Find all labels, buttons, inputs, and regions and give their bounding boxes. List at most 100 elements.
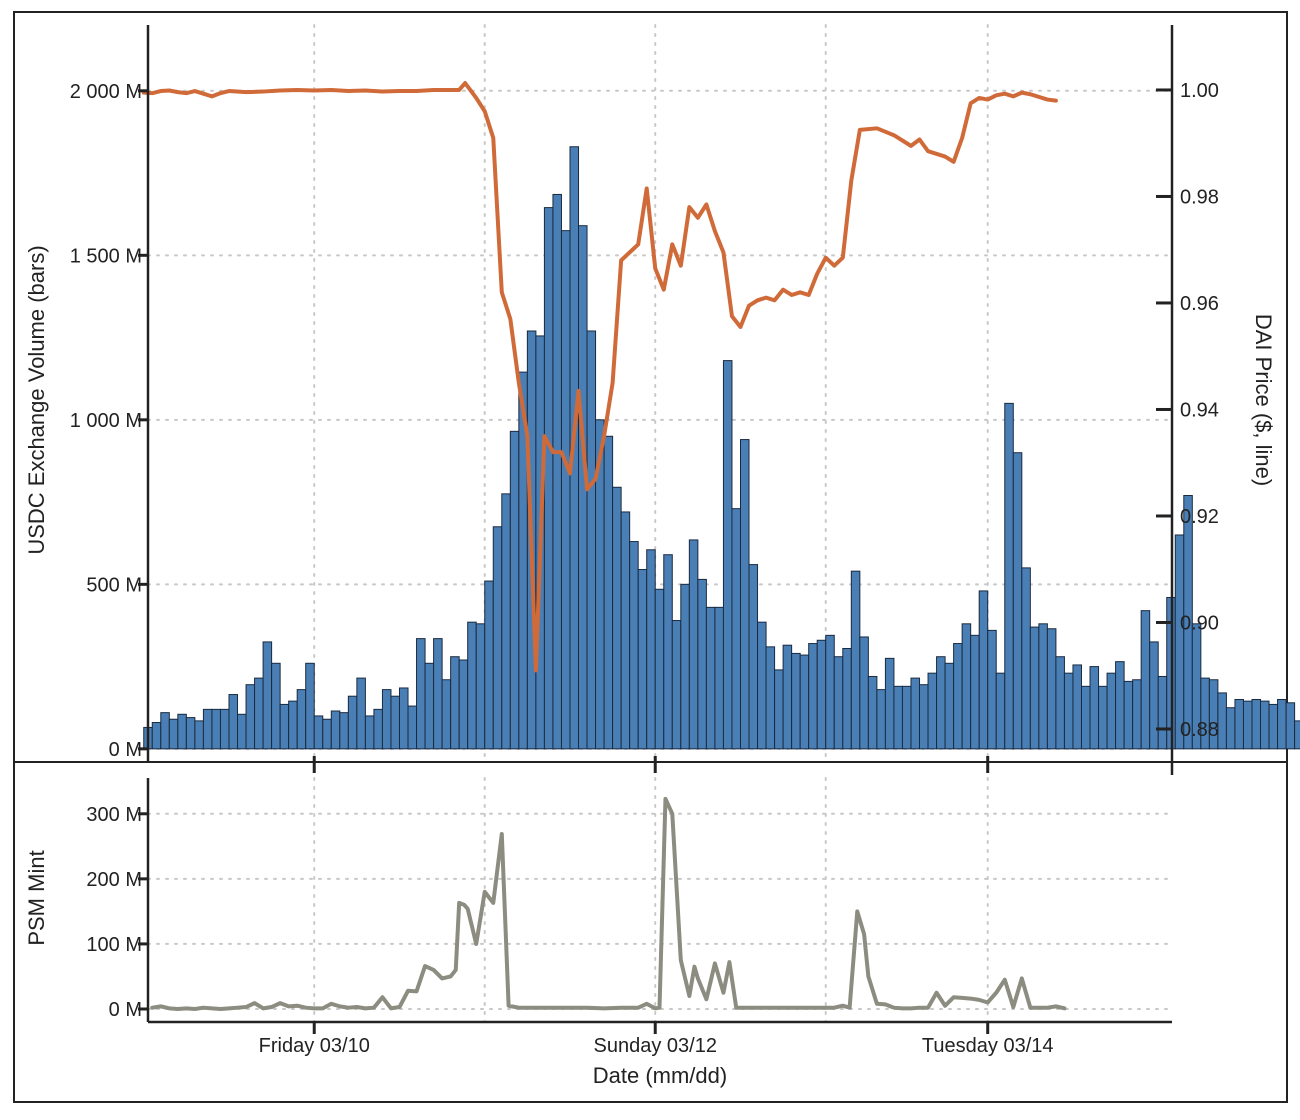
volume-bar-59	[646, 549, 656, 750]
volume-bar-54	[603, 435, 614, 750]
volume-bar-130	[1251, 698, 1262, 750]
volume-bar-35	[441, 679, 452, 750]
volume-bar-18	[296, 689, 307, 750]
volume-bar-30	[398, 687, 409, 750]
volume-bar-110	[1080, 685, 1091, 750]
volume-bar-33	[424, 662, 435, 750]
volume-bar-122	[1183, 495, 1193, 750]
volume-bar-89	[901, 685, 912, 750]
volume-tick-label-2: 1 000 M	[70, 410, 142, 432]
volume-bar-40	[484, 580, 494, 750]
date-axis-title: Date (mm/dd)	[593, 1063, 727, 1088]
figure-frame	[13, 11, 1288, 1103]
volume-bar-128	[1234, 698, 1244, 750]
volume-bar-73	[765, 646, 776, 750]
volume-bar-72	[757, 621, 767, 750]
volume-bar-93	[936, 656, 946, 750]
volume-bar-25	[356, 677, 366, 750]
volume-bar-100	[995, 672, 1006, 750]
volume-bar-65	[697, 578, 707, 750]
volume-bar-57	[629, 541, 639, 750]
volume-bar-60	[654, 588, 665, 750]
volume-bar-29	[390, 695, 400, 750]
volume-bar-10	[228, 694, 239, 750]
volume-bar-19	[305, 662, 315, 750]
volume-bar-112	[1098, 685, 1108, 750]
volume-bar-84	[859, 636, 869, 750]
volume-bar-48	[552, 193, 562, 750]
volume-tick-label-4: 2 000 M	[70, 81, 142, 103]
volume-bar-37	[458, 659, 469, 750]
volume-bar-104	[1029, 626, 1040, 750]
volume-bar-21	[322, 718, 332, 750]
volume-bar-88	[893, 685, 903, 750]
volume-bar-71	[748, 564, 759, 750]
volume-bar-133	[1277, 698, 1287, 750]
volume-bar-74	[774, 669, 784, 750]
volume-bar-85	[867, 675, 878, 750]
volume-bar-127	[1225, 707, 1236, 750]
volume-bar-4	[177, 713, 187, 750]
volume-bar-90	[910, 677, 921, 750]
top-panel-axes: 0 M 500 M 1 000 M 1 500 M 2 000 M 0.88 0.90 0.9…	[70, 25, 1219, 775]
volume-bar-56	[620, 511, 631, 750]
volume-bar-115	[1123, 680, 1134, 750]
volume-bar-16	[279, 703, 290, 750]
volume-bar-118	[1149, 641, 1159, 750]
volume-bar-13	[254, 677, 264, 750]
volume-bar-64	[688, 539, 699, 750]
volume-bar-131	[1260, 700, 1270, 750]
volume-bar-129	[1242, 700, 1253, 750]
volume-tick-label-0: 0 M	[109, 739, 142, 761]
volume-bar-63	[680, 583, 690, 750]
volume-bar-76	[791, 652, 801, 750]
volume-bar-116	[1132, 679, 1142, 750]
volume-bar-31	[407, 705, 418, 750]
date-tick-label-2: Tuesday 03/14	[922, 1035, 1054, 1057]
bottom-panel-axes: 0 M 100 M 200 M 300 M Friday 03/10 Sunday 03/…	[86, 778, 1172, 1057]
volume-bar-52	[586, 330, 597, 750]
volume-bar-87	[884, 657, 895, 750]
volume-bar-3	[168, 718, 179, 750]
volume-bar-92	[927, 672, 938, 750]
volume-bar-20	[313, 715, 324, 750]
volume-bar-36	[450, 656, 460, 750]
volume-bar-83	[850, 570, 861, 750]
volume-bar-43	[509, 430, 520, 750]
volume-bar-1	[151, 722, 162, 750]
volume-bar-126	[1217, 692, 1227, 750]
volume-bar-82	[842, 647, 852, 750]
date-tick-label-1: Sunday 03/12	[594, 1035, 717, 1057]
volume-bar-62	[671, 620, 682, 750]
psm-tick-label-3: 300 M	[86, 804, 142, 826]
volume-bar-12	[245, 684, 256, 750]
volume-bar-96	[961, 623, 972, 750]
dai-price-line-group	[141, 81, 1058, 673]
price-tick-label-6: 1.00	[1180, 80, 1219, 102]
volume-bar-28	[381, 689, 392, 750]
volume-bar-38	[467, 621, 477, 750]
volume-bar-134	[1285, 702, 1296, 750]
price-tick-label-5: 0.98	[1180, 186, 1219, 208]
price-tick-label-4: 0.96	[1180, 293, 1219, 315]
volume-bar-94	[944, 662, 955, 750]
volume-bar-79	[816, 639, 827, 750]
volume-bar-107	[1055, 656, 1065, 750]
volume-bar-68	[722, 360, 733, 750]
volume-bar-135	[1294, 720, 1300, 750]
volume-bar-8	[211, 708, 221, 750]
volume-bar-7	[202, 708, 213, 750]
volume-bar-113	[1106, 672, 1117, 750]
volume-tick-label-3: 1 500 M	[70, 245, 142, 267]
price-tick-label-3: 0.94	[1180, 399, 1219, 421]
volume-bar-9	[219, 708, 230, 750]
dai-price-line	[141, 81, 1058, 673]
price-tick-label-2: 0.92	[1180, 506, 1219, 528]
volume-bar-58	[637, 569, 648, 750]
volume-bar-105	[1038, 623, 1048, 750]
volume-bar-55	[612, 486, 622, 750]
volume-bar-11	[237, 713, 247, 750]
volume-bar-70	[739, 439, 750, 750]
